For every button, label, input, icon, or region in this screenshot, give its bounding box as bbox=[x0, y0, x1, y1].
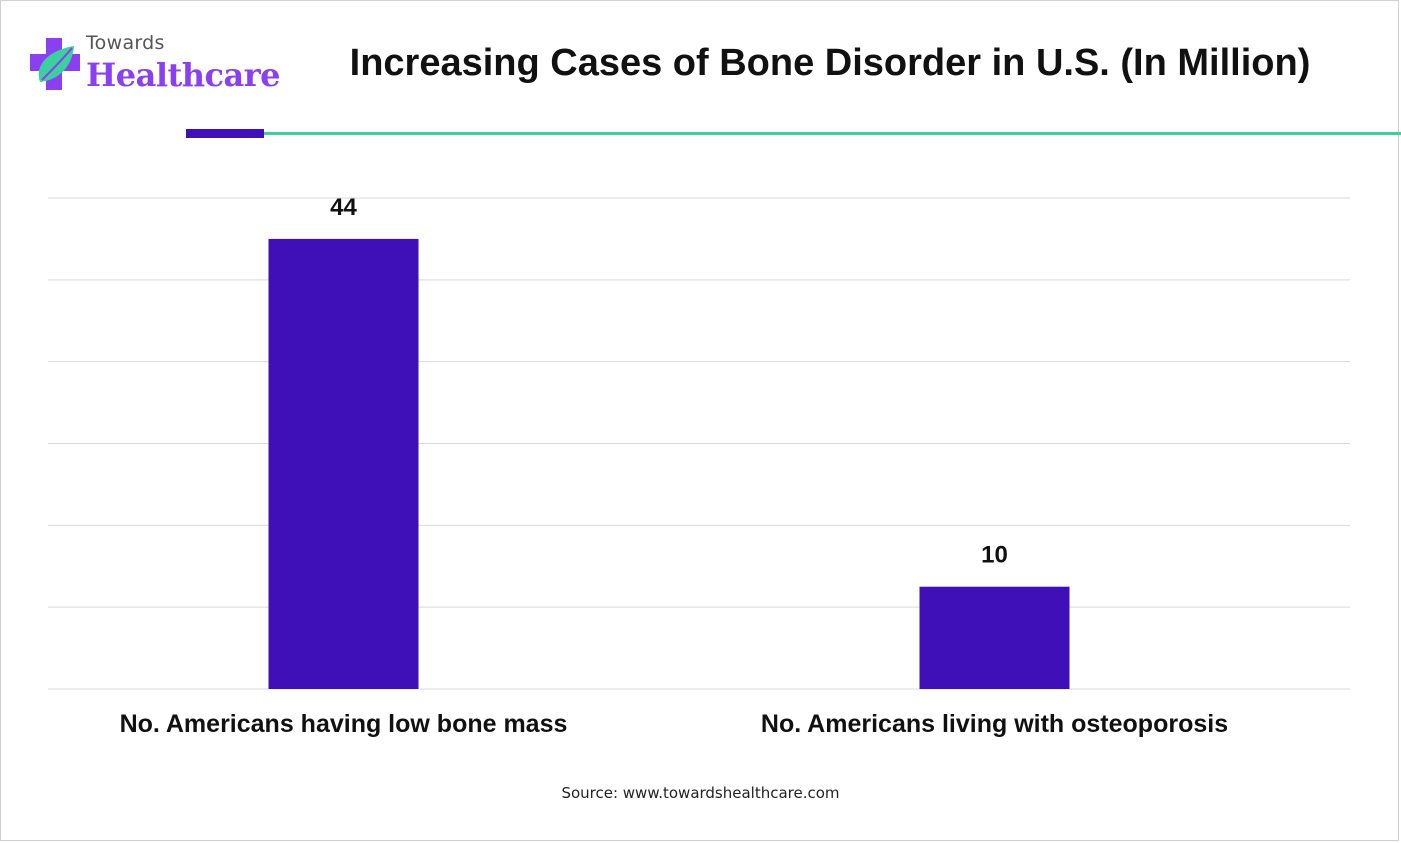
brand-main-text: Healthcare bbox=[86, 56, 280, 94]
brand-logo: Towards Healthcare bbox=[28, 30, 280, 100]
brand-top-text: Towards bbox=[86, 32, 165, 54]
cross-leaf-icon bbox=[30, 38, 80, 90]
category-label-2: No. Americans living with osteoporosis bbox=[761, 710, 1228, 738]
title-underline-rule bbox=[264, 132, 1401, 135]
source-note: Source: www.towardshealthcare.com bbox=[561, 784, 840, 802]
chart-title: Increasing Cases of Bone Disorder in U.S… bbox=[349, 42, 1311, 84]
bar-1 bbox=[268, 238, 419, 689]
data-label-1: 44 bbox=[330, 194, 357, 221]
data-label-2: 10 bbox=[981, 542, 1008, 569]
bar-2 bbox=[919, 586, 1070, 689]
category-label-1: No. Americans having low bone mass bbox=[120, 710, 568, 738]
title-underline-accent bbox=[186, 129, 264, 138]
